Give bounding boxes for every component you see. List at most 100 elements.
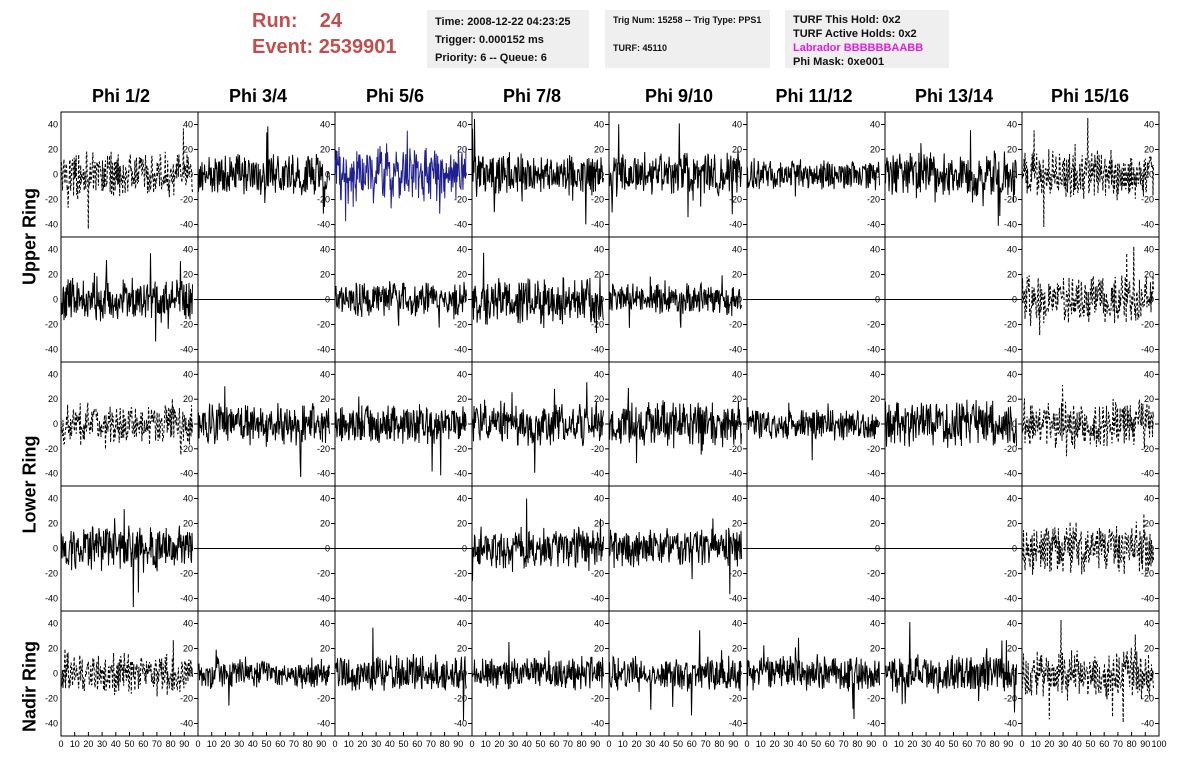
y-tick-label: 20 xyxy=(594,644,604,654)
x-tick-label: 30 xyxy=(97,739,107,749)
labrador-text: Labrador BBBBBBAABB xyxy=(793,42,924,54)
x-tick-label: 60 xyxy=(549,739,559,749)
y-tick-label: 0 xyxy=(1149,419,1154,429)
y-tick-label: 20 xyxy=(1144,145,1154,155)
y-tick-label: 20 xyxy=(594,394,604,404)
y-tick-label: 40 xyxy=(183,619,193,629)
y-tick-label: -40 xyxy=(729,719,742,729)
y-tick-label: -20 xyxy=(317,569,330,579)
x-tick-label: 70 xyxy=(152,739,162,749)
x-tick-label: 90 xyxy=(590,739,600,749)
y-tick-label: 40 xyxy=(320,369,330,379)
y-tick-label: -20 xyxy=(317,444,330,454)
y-tick-label: -20 xyxy=(591,320,604,330)
col-title-phi-9-10: Phi 9/10 xyxy=(644,86,714,106)
y-tick-label: -40 xyxy=(180,719,193,729)
waveform-trace xyxy=(60,253,193,342)
x-tick-label: 60 xyxy=(412,739,422,749)
col-title-phi-7-8: Phi 7/8 xyxy=(502,86,562,106)
y-tick-label: -20 xyxy=(180,444,193,454)
y-tick-label: -40 xyxy=(591,345,604,355)
x-tick-label: 80 xyxy=(852,739,862,749)
y-tick-label: -40 xyxy=(180,469,193,479)
waveform-trace xyxy=(608,123,742,218)
y-tick-label: -40 xyxy=(591,469,604,479)
waveform-trace xyxy=(60,128,193,229)
x-tick-label: 30 xyxy=(1058,739,1068,749)
y-tick-label: -40 xyxy=(454,220,467,230)
x-tick-label: 10 xyxy=(481,739,491,749)
y-tick-label-left: -20 xyxy=(45,569,58,579)
y-tick-label: 40 xyxy=(1144,494,1154,504)
x-tick-label: 0 xyxy=(744,739,749,749)
x-tick-label: 80 xyxy=(440,739,450,749)
y-tick-label: 40 xyxy=(732,245,742,255)
y-tick-label: -20 xyxy=(1004,320,1017,330)
y-tick-label-left: 20 xyxy=(48,145,58,155)
y-tick-label: 40 xyxy=(594,245,604,255)
y-tick-label: 20 xyxy=(320,270,330,280)
y-tick-label: 20 xyxy=(320,519,330,529)
x-tick-label: 80 xyxy=(1127,739,1137,749)
waveform-trace xyxy=(197,649,330,706)
run-value: 24 xyxy=(319,10,343,32)
y-tick-label: 40 xyxy=(870,245,880,255)
y-tick-label: 40 xyxy=(732,494,742,504)
y-tick-label: -40 xyxy=(1141,469,1154,479)
y-tick-label: 20 xyxy=(457,644,467,654)
y-tick-label: 0 xyxy=(599,170,604,180)
x-tick-label: 40 xyxy=(935,739,945,749)
y-tick-label: 20 xyxy=(732,644,742,654)
y-tick-label: 0 xyxy=(875,170,880,180)
y-tick-label: -20 xyxy=(1141,195,1154,205)
waveform-trace xyxy=(608,630,742,716)
y-tick-label: 20 xyxy=(1007,270,1017,280)
x-tick-label: 10 xyxy=(894,739,904,749)
x-tick-label: 80 xyxy=(990,739,1000,749)
y-tick-label-left: -40 xyxy=(45,719,58,729)
y-tick-label: -40 xyxy=(867,594,880,604)
y-tick-label: -20 xyxy=(454,320,467,330)
x-tick-label: 0 xyxy=(469,739,474,749)
x-tick-label: 0 xyxy=(332,739,337,749)
y-tick-label: 40 xyxy=(732,120,742,130)
y-tick-label: 20 xyxy=(870,644,880,654)
waveform-trace xyxy=(334,396,467,476)
col-title-phi-3-4: Phi 3/4 xyxy=(228,86,288,106)
y-tick-label: 20 xyxy=(870,145,880,155)
waveform-trace xyxy=(1021,513,1154,575)
x-tick-label: 30 xyxy=(783,739,793,749)
y-tick-label: -40 xyxy=(454,719,467,729)
y-tick-label: 20 xyxy=(732,145,742,155)
y-tick-label: -20 xyxy=(729,195,742,205)
y-tick-label: 40 xyxy=(1007,369,1017,379)
y-tick-label: -20 xyxy=(180,694,193,704)
x-tick-label: 70 xyxy=(1113,739,1123,749)
y-tick-label: -40 xyxy=(1141,594,1154,604)
trig-num-text: Trig Num: 15258 -- Trig Type: PPS1 xyxy=(613,15,762,25)
x-tick-label: 0 xyxy=(58,739,63,749)
waveform-trace xyxy=(60,398,193,455)
y-tick-label: -20 xyxy=(591,444,604,454)
y-tick-label-left: 0 xyxy=(53,544,58,554)
run-event-title: Run: 24 Event: 2539901 xyxy=(252,8,397,60)
y-tick-label: 40 xyxy=(183,494,193,504)
waveform-trace xyxy=(746,637,880,720)
x-tick-label: 20 xyxy=(494,739,504,749)
waveform-trace xyxy=(60,509,193,608)
y-tick-label: 40 xyxy=(183,245,193,255)
y-tick-label: 20 xyxy=(732,394,742,404)
y-tick-label: -40 xyxy=(1004,594,1017,604)
y-tick-label: -20 xyxy=(591,195,604,205)
y-tick-label: -40 xyxy=(729,469,742,479)
y-tick-label: -40 xyxy=(180,345,193,355)
x-tick-label: 40 xyxy=(1072,739,1082,749)
x-tick-label: 0 xyxy=(1019,739,1024,749)
y-tick-label: 40 xyxy=(183,369,193,379)
y-tick-label: 20 xyxy=(183,644,193,654)
y-tick-label: 20 xyxy=(183,270,193,280)
y-tick-label: 40 xyxy=(457,619,467,629)
y-tick-label: 40 xyxy=(1144,369,1154,379)
y-tick-label: 20 xyxy=(870,394,880,404)
x-tick-label: 50 xyxy=(124,739,134,749)
